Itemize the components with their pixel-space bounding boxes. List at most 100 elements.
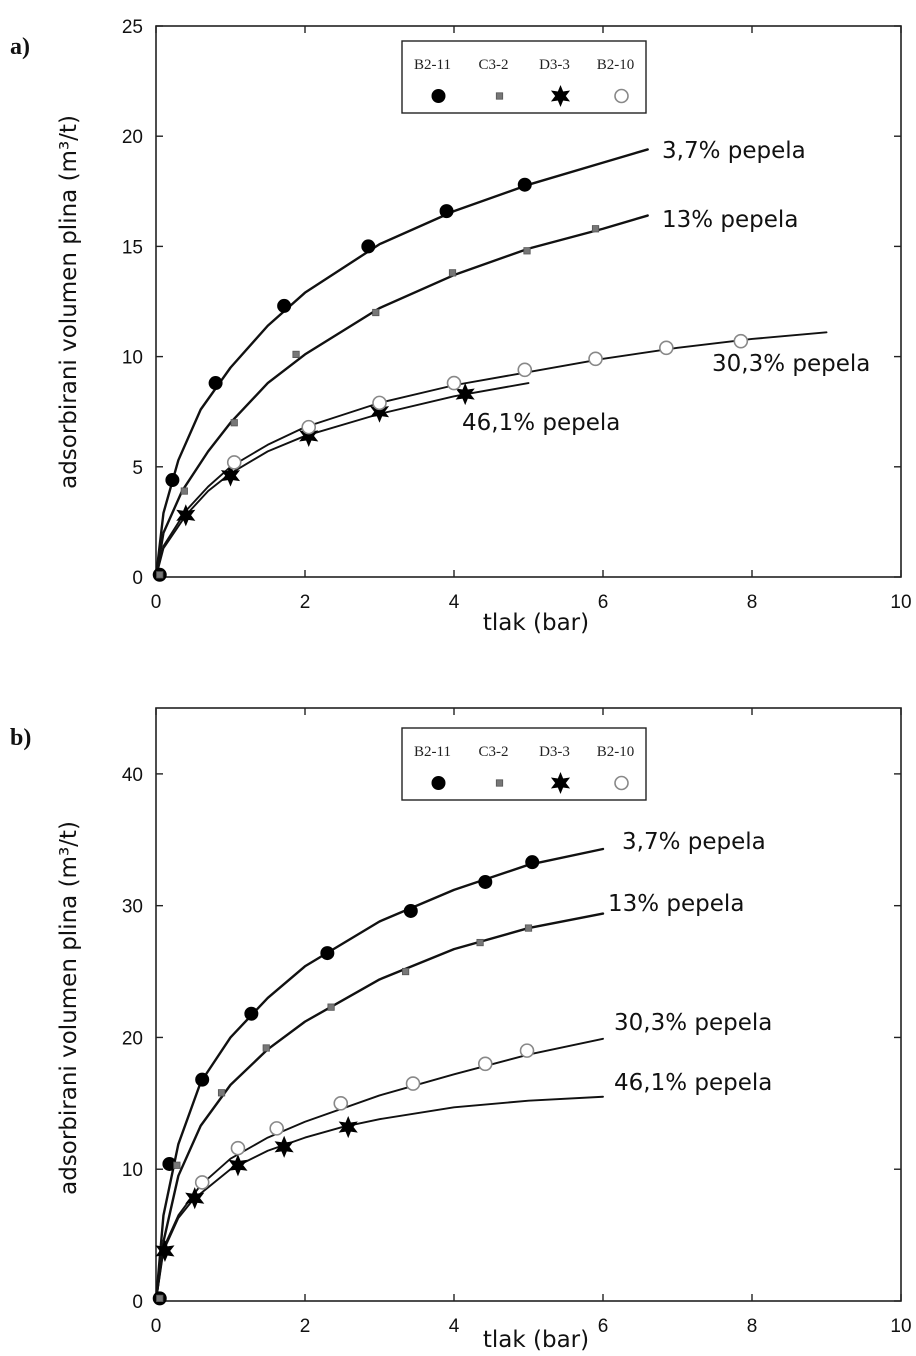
- curve-label-B2-10: 30,3% pepela: [614, 1010, 772, 1036]
- data-point-B2-10: [226, 455, 242, 470]
- data-point-C3-2: [230, 419, 238, 427]
- legend-entry-label: B2-11: [414, 744, 451, 760]
- legend-entry-label: C3-2: [479, 744, 509, 760]
- data-point-B2-11: [361, 239, 376, 254]
- curve-label-C3-2: 13% pepela: [662, 207, 798, 233]
- data-point-B2-11: [165, 473, 180, 488]
- data-point-B2-10: [477, 1056, 493, 1072]
- data-point-B2-11: [439, 204, 454, 219]
- data-point-B2-11: [517, 177, 532, 192]
- data-point-D3-3: [155, 1239, 175, 1262]
- x-tick-label: 0: [151, 592, 162, 613]
- plot-frame: [155, 707, 902, 1302]
- data-point-D3-3: [176, 504, 196, 527]
- x-tick-label: 10: [890, 592, 911, 613]
- data-point-D3-3: [185, 1187, 205, 1210]
- series-line-D3-3: [155, 382, 530, 578]
- data-point-B2-10: [519, 1043, 535, 1058]
- data-point-B2-10: [446, 375, 462, 391]
- data-point-C3-2: [401, 967, 410, 976]
- data-point-D3-3: [369, 400, 390, 423]
- data-point-B2-11: [403, 903, 418, 918]
- plot-frame: [155, 25, 902, 578]
- x-tick-label: 2: [300, 1316, 311, 1337]
- legend-entry-marker: [614, 88, 629, 104]
- x-tick-label: 4: [449, 592, 460, 613]
- x-tick-label: 4: [449, 1316, 460, 1337]
- data-point-B2-10: [733, 333, 749, 349]
- legend-entry-marker: [495, 779, 504, 787]
- series-line-B2-11: [154, 847, 605, 1303]
- y-tick-label: 30: [122, 897, 143, 918]
- x-tick-label: 8: [747, 1316, 758, 1337]
- x-tick-label: 0: [151, 1316, 162, 1337]
- y-tick-label: 0: [132, 568, 143, 589]
- chart-panel-b: 0 2 4 6 8 10 0 10 20 30 40 b) tlak (bar) adsorbirani …: [10, 707, 912, 1353]
- data-point-B2-10: [230, 1140, 246, 1156]
- x-tick-label: 6: [598, 592, 609, 613]
- data-point-C3-2: [217, 1089, 226, 1097]
- y-tick-label: 40: [122, 765, 143, 786]
- legend-entry-marker: [495, 92, 504, 100]
- x-tick-label: 2: [300, 592, 311, 613]
- x-tick-label: 10: [890, 1316, 911, 1337]
- curve-label-B2-10: 30,3% pepela: [712, 351, 870, 377]
- y-tick-label: 15: [122, 237, 143, 258]
- y-tick-label: 10: [122, 1160, 143, 1181]
- data-point-C3-2: [524, 924, 533, 932]
- data-point-C3-2: [173, 1161, 181, 1169]
- data-point-B2-10: [372, 395, 387, 411]
- data-point-C3-2: [591, 225, 600, 233]
- legend-entry-marker: [550, 84, 571, 108]
- data-point-B2-11: [277, 298, 292, 313]
- data-point-C3-2: [292, 350, 300, 358]
- data-point-D3-3: [338, 1115, 358, 1139]
- data-point-B2-10: [194, 1175, 210, 1190]
- y-axis-label: adsorbirani volumen plina (m³/t): [56, 821, 82, 1195]
- series-line-C3-2: [154, 214, 649, 579]
- legend-entry-label: D3-3: [539, 744, 570, 760]
- y-tick-label: 25: [122, 17, 143, 38]
- data-point-B2-10: [588, 351, 603, 367]
- data-point-B2-10: [517, 362, 533, 378]
- data-point-C3-2: [448, 269, 457, 277]
- y-tick-label: 20: [122, 1028, 143, 1049]
- data-point-B2-11: [478, 874, 493, 889]
- series-line-D3-3: [155, 1095, 604, 1302]
- data-point-C3-2: [180, 487, 188, 495]
- legend-entry-label: B2-10: [597, 57, 635, 73]
- curve-label-C3-2: 13% pepela: [608, 891, 744, 917]
- curve-label-B2-11: 3,7% pepela: [622, 829, 766, 855]
- data-point-C3-2: [156, 1294, 164, 1302]
- data-point-D3-3: [220, 464, 241, 487]
- legend-entry-label: D3-3: [539, 57, 570, 73]
- y-tick-label: 10: [122, 348, 143, 369]
- x-axis-label: tlak (bar): [483, 610, 589, 636]
- x-tick-label: 6: [598, 1316, 609, 1337]
- curve-label-D3-3: 46,1% pepela: [614, 1070, 772, 1096]
- data-point-B2-10: [405, 1076, 421, 1091]
- y-tick-label: 20: [122, 127, 143, 148]
- data-point-D3-3: [274, 1135, 294, 1158]
- data-point-B2-11: [320, 946, 335, 961]
- data-point-B2-11: [525, 855, 540, 870]
- data-point-B2-10: [659, 340, 674, 356]
- data-point-B2-10: [333, 1096, 349, 1111]
- data-point-C3-2: [327, 1003, 335, 1011]
- data-point-D3-3: [299, 424, 319, 447]
- series-line-B2-10: [155, 1037, 604, 1302]
- legend-entry-marker: [550, 771, 571, 795]
- chart-panel-a: 0 2 4 6 8 10 0 5 10 15 20 25 a) tlak (bar) adsorbirani…: [10, 17, 912, 636]
- data-point-B2-11: [195, 1072, 210, 1087]
- legend-entry-label: B2-10: [597, 744, 635, 760]
- curve-label-D3-3: 46,1% pepela: [462, 410, 620, 436]
- data-point-C3-2: [156, 571, 164, 579]
- data-point-C3-2: [523, 247, 531, 255]
- y-axis-label: adsorbirani volumen plina (m³/t): [56, 115, 82, 489]
- data-point-C3-2: [476, 938, 484, 947]
- legend-entry-label: B2-11: [414, 57, 451, 73]
- data-point-B2-11: [208, 376, 223, 391]
- data-point-B2-10: [269, 1121, 284, 1136]
- x-tick-label: 8: [747, 592, 758, 613]
